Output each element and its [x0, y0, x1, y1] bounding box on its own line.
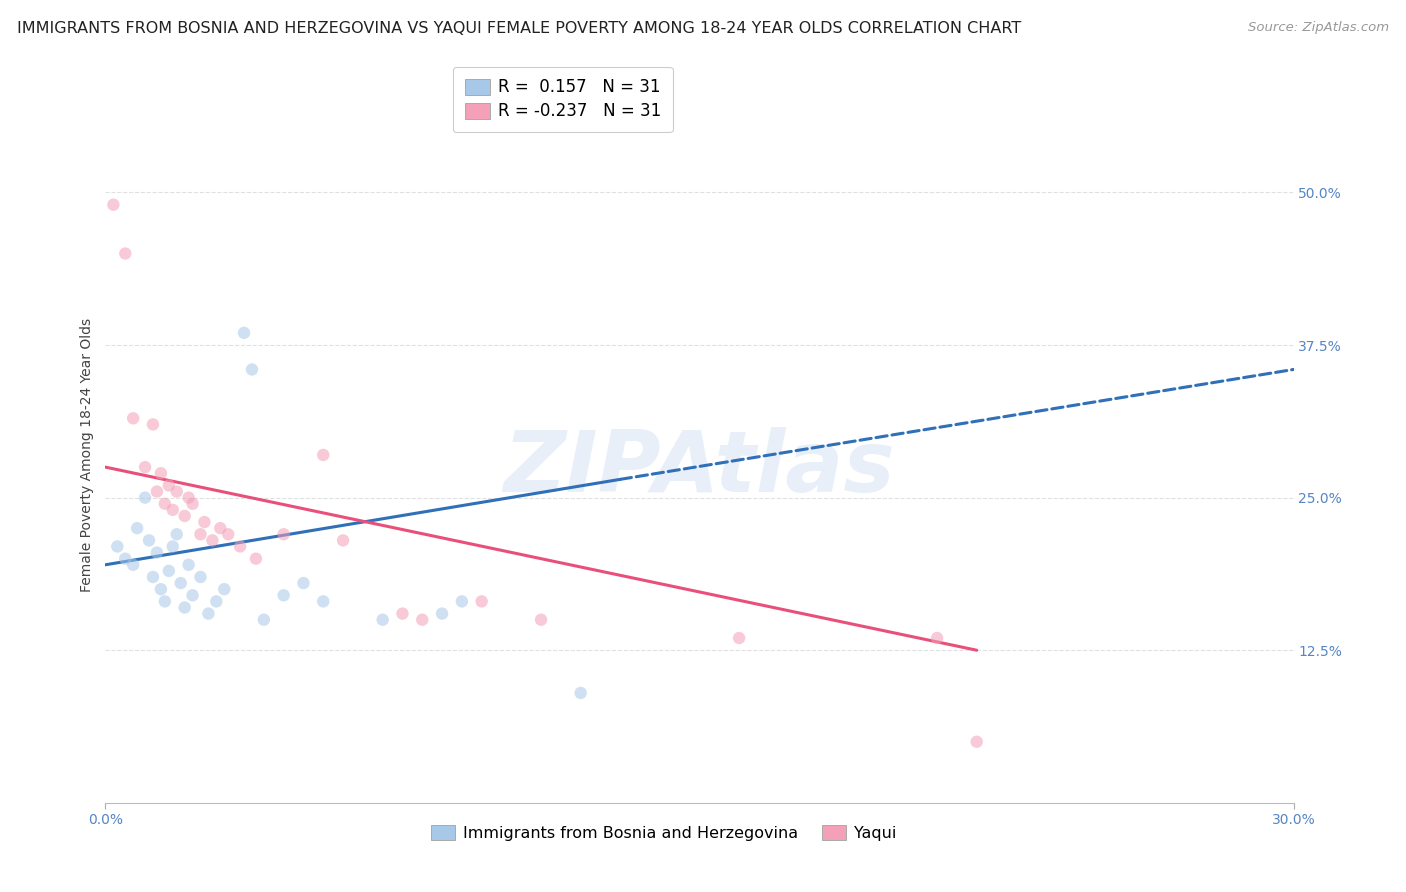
Point [170, 576, 193, 591]
Point [292, 576, 315, 591]
Point [217, 527, 239, 541]
Point [332, 533, 354, 548]
Point [190, 527, 212, 541]
Point [229, 540, 252, 554]
Point [122, 558, 145, 572]
Point [181, 588, 204, 602]
Point [134, 491, 156, 505]
Point [138, 533, 160, 548]
Point [142, 417, 165, 432]
Point [197, 607, 219, 621]
Point [450, 594, 472, 608]
Point [569, 686, 592, 700]
Point [430, 607, 453, 621]
Point [146, 545, 169, 559]
Point [134, 460, 156, 475]
Text: IMMIGRANTS FROM BOSNIA AND HERZEGOVINA VS YAQUI FEMALE POVERTY AMONG 18-24 YEAR : IMMIGRANTS FROM BOSNIA AND HERZEGOVINA V… [17, 21, 1021, 37]
Point [142, 570, 165, 584]
Point [157, 564, 180, 578]
Point [728, 631, 751, 645]
Point [193, 515, 215, 529]
Point [240, 362, 263, 376]
Text: Source: ZipAtlas.com: Source: ZipAtlas.com [1249, 21, 1389, 35]
Point [530, 613, 553, 627]
Text: ZIPAtlas: ZIPAtlas [503, 427, 896, 510]
Point [312, 448, 335, 462]
Point [233, 326, 256, 340]
Point [153, 497, 176, 511]
Point [471, 594, 494, 608]
Point [927, 631, 949, 645]
Point [173, 600, 195, 615]
Point [209, 521, 232, 535]
Point [371, 613, 394, 627]
Point [173, 508, 195, 523]
Point [149, 467, 172, 481]
Point [153, 594, 176, 608]
Point [273, 588, 295, 602]
Point [166, 484, 188, 499]
Point [245, 551, 267, 566]
Point [181, 497, 204, 511]
Point [149, 582, 172, 597]
Point [411, 613, 433, 627]
Point [114, 551, 136, 566]
Point [214, 582, 236, 597]
Point [105, 540, 128, 554]
Point [966, 735, 988, 749]
Point [162, 540, 184, 554]
Point [162, 503, 184, 517]
Legend: Immigrants from Bosnia and Herzegovina, Yaqui: Immigrants from Bosnia and Herzegovina, … [425, 818, 903, 847]
Point [312, 594, 335, 608]
Point [166, 527, 188, 541]
Point [114, 246, 136, 260]
Point [391, 607, 413, 621]
Point [103, 197, 125, 211]
Point [127, 521, 149, 535]
Point [157, 478, 180, 492]
Point [177, 491, 200, 505]
Point [253, 613, 276, 627]
Point [177, 558, 200, 572]
Y-axis label: Female Poverty Among 18-24 Year Olds: Female Poverty Among 18-24 Year Olds [80, 318, 94, 592]
Point [205, 594, 228, 608]
Point [201, 533, 224, 548]
Point [273, 527, 295, 541]
Point [190, 570, 212, 584]
Point [146, 484, 169, 499]
Point [122, 411, 145, 425]
